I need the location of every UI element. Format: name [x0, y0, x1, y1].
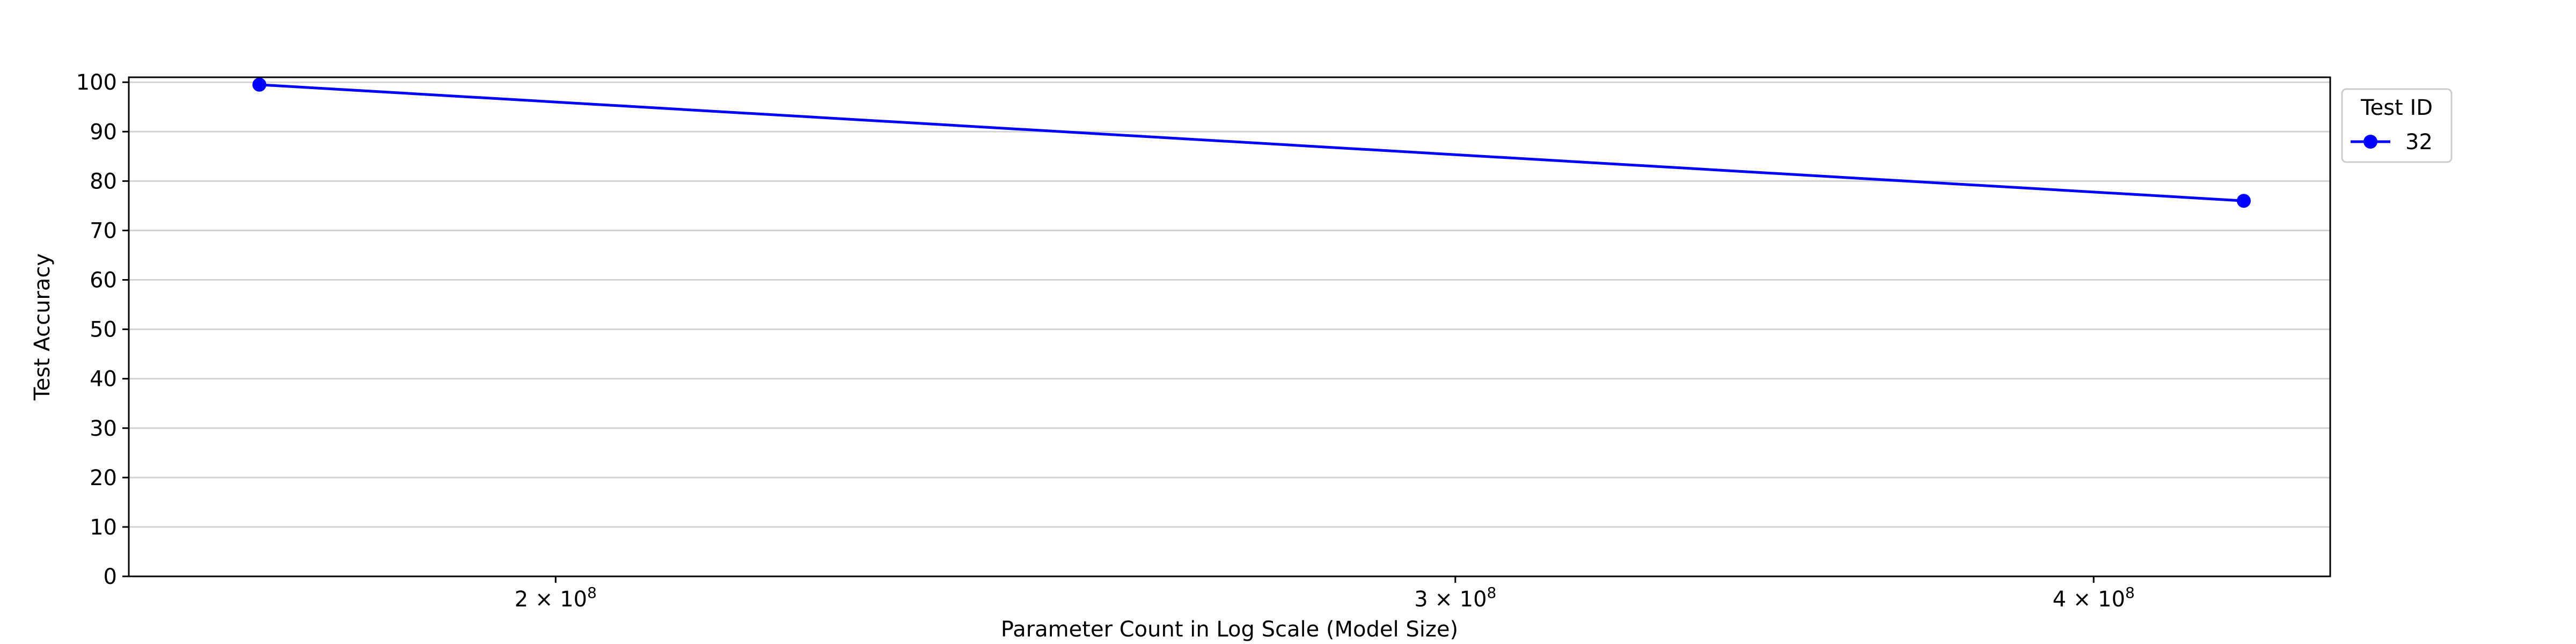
y-tick-label: 50 — [90, 318, 117, 342]
y-tick-label: 40 — [90, 367, 117, 392]
x-axis-label: Parameter Count in Log Scale (Model Size… — [1001, 617, 1458, 642]
x-tick-label: 3 × 108 — [1414, 584, 1496, 612]
x-axis: 2 × 108 3 × 108 4 × 108 — [515, 576, 2135, 612]
y-tick-label: 30 — [90, 416, 117, 441]
legend-title: Test ID — [2360, 96, 2433, 120]
legend-marker — [2363, 135, 2377, 149]
y-tick-label: 20 — [90, 466, 117, 491]
y-tick-label: 0 — [104, 565, 117, 589]
y-tick-label: 60 — [90, 268, 117, 293]
y-tick-label: 70 — [90, 218, 117, 243]
y-axis: 0 10 20 30 40 50 60 70 80 90 100 — [76, 70, 129, 589]
y-tick-label: 80 — [90, 169, 117, 194]
grid-lines — [129, 81, 2330, 577]
x-tick-label: 4 × 108 — [2053, 584, 2135, 612]
legend-label: 32 — [2405, 130, 2433, 155]
legend-items: 32 — [2351, 130, 2433, 155]
series-line — [259, 83, 2244, 202]
legend: Test ID 32 — [2341, 88, 2453, 163]
y-tick-label: 90 — [90, 120, 117, 144]
data-point — [252, 77, 267, 92]
y-tick-label: 100 — [76, 70, 117, 95]
plot-area — [128, 76, 2331, 577]
x-tick-label: 2 × 108 — [515, 584, 597, 612]
series-layer — [252, 77, 2251, 208]
y-tick-label: 10 — [90, 515, 117, 540]
data-point — [2236, 194, 2251, 208]
y-axis-label: Test Accuracy — [30, 253, 55, 401]
